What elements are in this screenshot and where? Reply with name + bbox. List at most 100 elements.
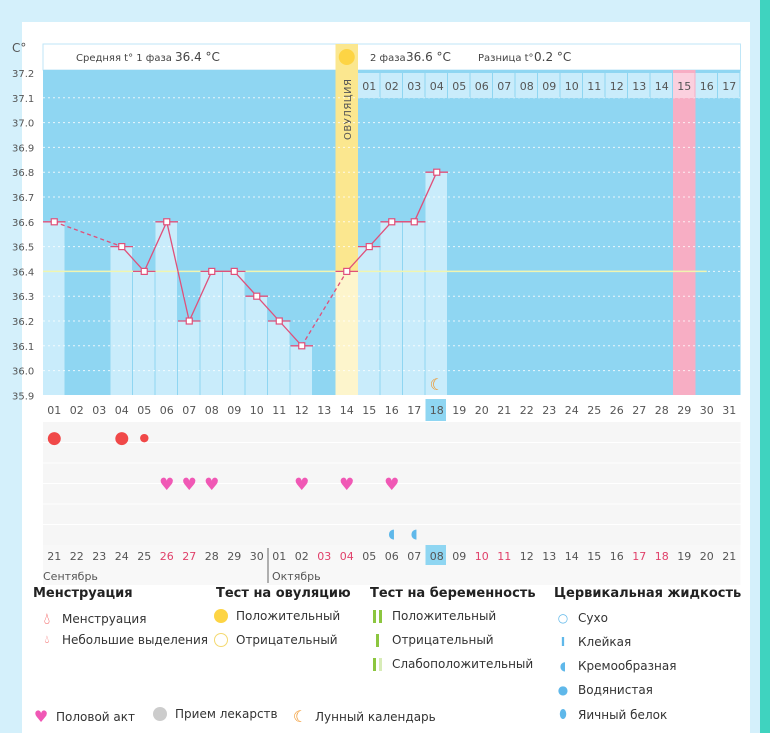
temp-bar (178, 321, 200, 395)
phase2-day-label: 07 (497, 80, 511, 93)
month-label: Октябрь (272, 570, 321, 583)
phase2-day-label: 12 (610, 80, 624, 93)
date-label: 26 (160, 550, 174, 563)
legend-cervical-title: Цервикальная жидкость (554, 586, 742, 601)
temp-line-dashed (301, 271, 348, 347)
date-label: 03 (317, 550, 331, 563)
temp-line (278, 320, 303, 347)
temp-bar (200, 271, 222, 395)
day-label: 02 (70, 404, 84, 417)
ovulation-positive-icon (338, 49, 355, 65)
legend-item-medication: Прием лекарств (153, 707, 278, 721)
date-label: 08 (430, 550, 444, 563)
y-tick-label: 37.0 (12, 119, 34, 130)
y-tick-label: 36.7 (12, 193, 34, 204)
y-tick-label: 36.4 (12, 267, 34, 278)
day-label: 27 (632, 404, 646, 417)
y-tick-label: 36.2 (12, 317, 34, 328)
date-label: 16 (610, 550, 624, 563)
phase2-day-cell (493, 73, 515, 98)
ovulation-label: ОВУЛЯЦИЯ (343, 79, 354, 141)
day-label: 31 (722, 404, 736, 417)
empty-drop-icon: ○ (557, 611, 569, 625)
phase2-day-cell (380, 73, 402, 98)
temp-bar (403, 221, 425, 395)
date-label: 07 (407, 550, 421, 563)
temp-line (368, 221, 393, 248)
diff-label: Разница t° (478, 53, 534, 64)
menstruation-icon: ● (114, 428, 129, 448)
date-label: 02 (295, 550, 309, 563)
month-label: Сентябрь (43, 570, 98, 583)
legend-item-creamy: ◖ Кремообразная (556, 659, 677, 673)
date-label: 10 (475, 550, 489, 563)
date-label: 24 (115, 550, 129, 563)
temp-line (346, 246, 370, 272)
phase2-day-label: 04 (430, 80, 444, 93)
day-label: 29 (677, 404, 691, 417)
y-tick-label: 35.9 (12, 391, 34, 402)
faint-lines-icon (370, 657, 384, 671)
temp-line (166, 221, 190, 322)
legend-item-menstruation: 💧︎ Менструация (40, 609, 147, 629)
temp-line (233, 270, 258, 297)
creamy-drop-icon: ◖ (388, 527, 395, 542)
heart-icon: ♥ (294, 475, 309, 495)
y-tick-label: 37.2 (12, 69, 34, 80)
phase2-day-label: 15 (677, 80, 691, 93)
legend-item-spotting: 💧︎ Небольшие выделения (40, 633, 208, 647)
date-label: 09 (452, 550, 466, 563)
today-date-highlight (425, 545, 446, 565)
today-highlight (425, 399, 446, 421)
phase2-day-label: 17 (722, 80, 736, 93)
day-label: 26 (610, 404, 624, 417)
day-label: 03 (92, 404, 106, 417)
phase2-day-cell (583, 73, 605, 98)
two-lines-icon (370, 609, 384, 623)
yellow-circle-icon (214, 609, 228, 623)
temp-point (433, 168, 441, 176)
temp-point (343, 267, 351, 275)
day-label: 20 (475, 404, 489, 417)
date-label: 06 (385, 550, 399, 563)
diff-value: 0.2 °C (534, 50, 571, 64)
legend-item-intercourse: ♥ Половой акт (33, 707, 135, 726)
phase2-day-label: 14 (655, 80, 669, 93)
day-label: 08 (205, 404, 219, 417)
date-label: 20 (700, 550, 714, 563)
phase2-day-label: 02 (385, 80, 399, 93)
y-tick-label: 36.8 (12, 168, 34, 179)
day-label: 22 (520, 404, 534, 417)
day-label: 21 (497, 404, 511, 417)
phase2-day-label: 11 (587, 80, 601, 93)
legend-item-eggwhite: ⬮ Яичный белок (556, 707, 667, 722)
day-label: 07 (182, 404, 196, 417)
date-label: 21 (47, 550, 61, 563)
y-tick-label: 36.0 (12, 367, 34, 378)
legend-menstruation-title: Менструация (33, 586, 133, 601)
side-panel-handle[interactable] (760, 0, 770, 733)
pill-icon (153, 707, 167, 721)
temp-point (365, 243, 373, 251)
hourglass-icon: I (560, 635, 566, 649)
temp-line (256, 295, 280, 322)
day-label: 17 (407, 404, 421, 417)
legend-item-preg-negative: Отрицательный (370, 633, 494, 647)
y-tick-label: 36.3 (12, 292, 34, 303)
date-label: 30 (250, 550, 264, 563)
temp-bar (110, 246, 132, 395)
y-tick-label: 36.6 (12, 218, 34, 229)
phase2-day-cell (425, 73, 447, 98)
heart-icon: ♥ (384, 475, 399, 495)
date-label: 05 (362, 550, 376, 563)
day-label: 30 (700, 404, 714, 417)
date-label: 25 (137, 550, 151, 563)
heart-icon: ♥ (33, 707, 49, 726)
phase2-day-label: 03 (407, 80, 421, 93)
temp-bar (245, 296, 267, 395)
legend-ovulation-title: Тест на овуляцию (216, 586, 351, 601)
day-label: 05 (137, 404, 151, 417)
phase2-day-cell (403, 73, 425, 98)
day-label: 19 (452, 404, 466, 417)
date-label: 13 (542, 550, 556, 563)
